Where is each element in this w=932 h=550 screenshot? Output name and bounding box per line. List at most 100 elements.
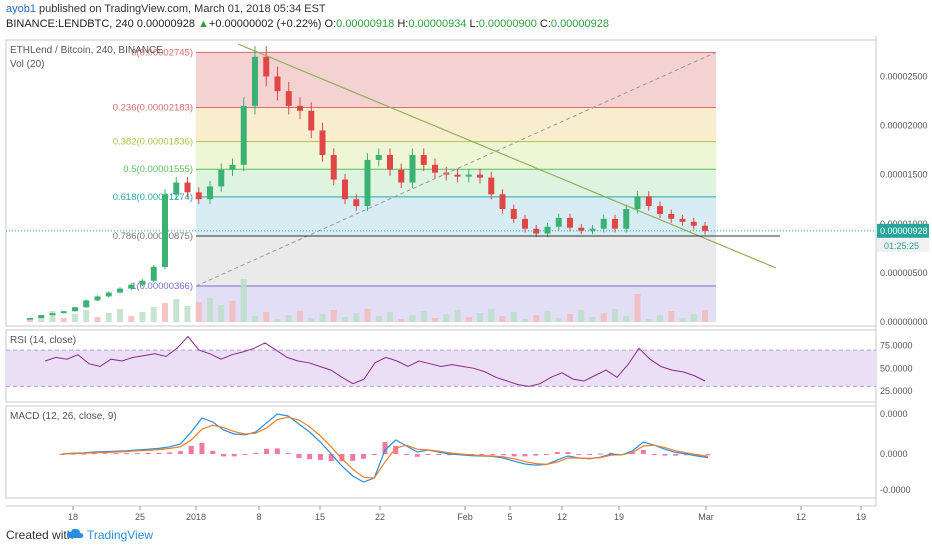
high-label: H: <box>397 18 409 30</box>
time-axis-label: Feb <box>457 512 473 522</box>
candle-body <box>645 196 652 207</box>
volume-bar <box>105 313 112 322</box>
volume-bar <box>443 314 450 322</box>
macd-histogram-bar <box>134 453 140 455</box>
macd-histogram-bar <box>404 454 410 455</box>
volume-bar <box>499 316 506 322</box>
candle-body <box>184 182 191 193</box>
published-text: published on TradingView.com, March 01, … <box>39 3 326 15</box>
candle-body <box>60 311 67 314</box>
candle-body <box>319 130 326 156</box>
candle-body <box>308 110 315 131</box>
time-axis-label: 19 <box>614 512 624 522</box>
macd-histogram-bar <box>91 453 97 455</box>
macd-histogram-bar <box>199 442 205 454</box>
high-value: 0.00000934 <box>408 18 467 30</box>
candle-body <box>49 313 56 316</box>
candle-body <box>679 218 686 222</box>
macd-histogram-bar <box>662 454 668 456</box>
volume-bar <box>83 310 90 322</box>
fib-level-label: 0.236(0.00002183) <box>113 103 193 114</box>
candle-body <box>83 300 90 308</box>
candle-body <box>285 91 292 106</box>
volume-bar <box>679 318 686 322</box>
macd-histogram-bar <box>554 452 560 454</box>
fib-level-label: 0.382(0.00001836) <box>113 137 193 148</box>
candle-body <box>229 164 236 170</box>
volume-bar <box>319 314 326 322</box>
volume-bar <box>297 311 303 322</box>
macd-histogram-bar <box>113 453 119 455</box>
macd-histogram-bar <box>328 454 334 462</box>
fib-level-label: 0.786(0.00000875) <box>113 231 193 242</box>
volume-bar <box>274 319 281 322</box>
rsi-axis-label: 50.0000 <box>880 363 913 373</box>
chart-canvas[interactable]: 0(0.00002745) 0.236(0.00002183) 0.382(0.00… <box>0 36 932 522</box>
candle-body <box>612 218 618 229</box>
volume-bar <box>173 299 180 322</box>
volume-bar <box>522 319 528 322</box>
volume-bar <box>612 309 618 322</box>
volume-bar <box>94 317 101 322</box>
volume-bar <box>263 312 270 322</box>
candle-body <box>488 177 495 195</box>
fib-zone <box>196 236 716 287</box>
candle-body <box>297 105 303 111</box>
volume-bar <box>420 311 427 322</box>
candle-body <box>567 217 573 228</box>
volume-bar <box>398 319 405 322</box>
macd-histogram-bar <box>500 454 506 456</box>
tradingview-cloud-icon[interactable] <box>66 527 84 541</box>
tradingview-brand[interactable]: TradingView <box>87 528 154 542</box>
candle-body <box>600 218 607 229</box>
candle-body <box>218 169 225 187</box>
volume-bar <box>240 279 247 322</box>
open-value: 0.00000918 <box>336 18 395 30</box>
fib-zone <box>196 169 716 197</box>
volume-bar <box>409 315 416 322</box>
footer: Created with TradingView <box>0 522 932 550</box>
volume-bar <box>555 318 562 322</box>
countdown-tag <box>877 238 929 252</box>
candle-body <box>94 296 101 301</box>
macd-histogram-bar <box>177 451 183 454</box>
volume-bar <box>184 306 191 322</box>
macd-histogram-bar <box>490 454 496 455</box>
candle-body <box>432 164 438 173</box>
candle-body <box>207 186 213 200</box>
volume-bar <box>27 319 33 322</box>
fib-zone <box>196 196 716 237</box>
last-price-tag-label: 0.00000928 <box>880 226 928 236</box>
macd-signal-line <box>61 416 709 479</box>
fib-zone <box>196 107 716 142</box>
candle-body <box>533 228 540 234</box>
low-label: L: <box>469 18 479 30</box>
volume-bar <box>72 314 78 322</box>
time-axis-label: 25 <box>135 512 145 522</box>
candle-body <box>330 155 337 180</box>
volume-bar <box>60 318 67 322</box>
volume-bar <box>702 310 708 322</box>
macd-histogram-bar <box>673 454 679 456</box>
volume-bar <box>207 298 213 322</box>
macd-histogram-bar <box>597 453 603 455</box>
volume-bar <box>634 294 641 322</box>
volume-bar <box>375 316 382 322</box>
macd-histogram-bar <box>544 454 549 455</box>
fib-level-label: 0.5(0.00001555) <box>123 164 193 175</box>
author-link[interactable]: ayob1 <box>6 3 36 15</box>
macd-histogram-bar <box>630 452 636 454</box>
candle-body <box>522 218 528 229</box>
publish-info: ayob1 published on TradingView.com, Marc… <box>6 3 326 15</box>
volume-bar <box>623 316 630 322</box>
symbol-label: BINANCE:LENDBTC, 240 <box>6 18 134 30</box>
candle-body <box>668 213 675 219</box>
macd-histogram-bar <box>533 454 539 456</box>
time-axis-label: 2018 <box>186 512 206 522</box>
volume-bar <box>139 312 146 322</box>
candle-body <box>578 227 585 231</box>
macd-histogram-bar <box>124 453 130 455</box>
candle-body <box>499 194 506 210</box>
price-axis-label: 0.00002500 <box>880 71 928 81</box>
macd-histogram-bar <box>640 450 646 454</box>
